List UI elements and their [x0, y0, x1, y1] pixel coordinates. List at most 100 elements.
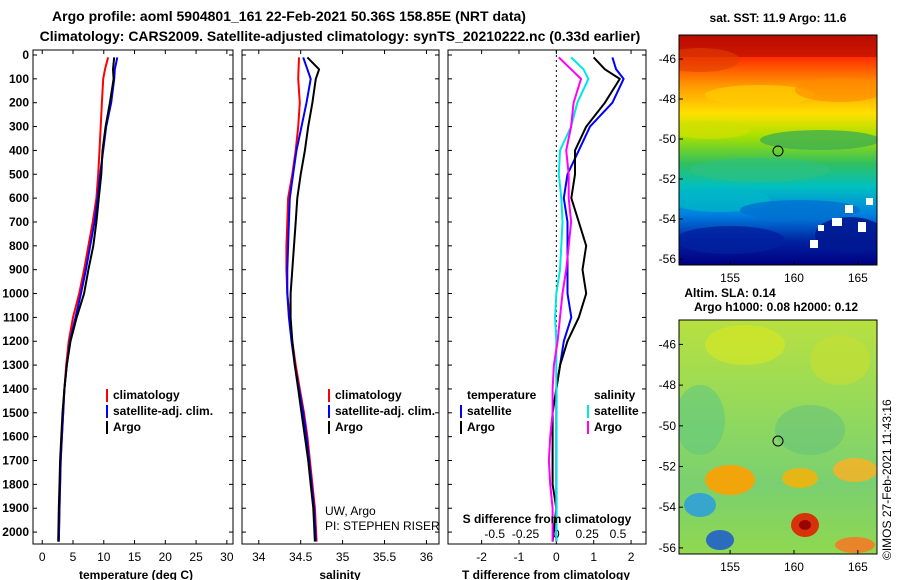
map-lat-tick-label: -50: [659, 419, 677, 433]
depth-tick-label: 1900: [2, 501, 29, 515]
series-line-salinity-argo: [547, 56, 582, 542]
temperature-panel: 0 5 10 15 20 25 30: [33, 50, 234, 564]
x-tick-label: 20: [159, 550, 173, 564]
salinity-legend: climatology satellite-adj. clim. Argo UW…: [325, 388, 440, 533]
x-tick-label: 34.5: [289, 550, 313, 564]
legend-climatology-label: climatology: [113, 388, 180, 402]
temperature-panel-frame: [32, 49, 234, 545]
series-line-satellite-adj-clim-: [286, 57, 317, 542]
sla-map-argo-marker: [772, 435, 784, 447]
series-line-temperature-argo: [551, 56, 621, 542]
s-difference-tick-label: 0.5: [610, 527, 627, 541]
x-tick-label: 1: [590, 550, 597, 564]
legend-t-satellite-label: satellite: [467, 404, 512, 418]
legend-t-argo-label: Argo: [467, 420, 495, 434]
sst-map-image: [679, 35, 877, 265]
temperature-axis-label: temperature (deg C): [79, 568, 193, 580]
sla-map-image: [679, 320, 877, 554]
depth-tick-label: 600: [9, 191, 29, 205]
map-lat-tick-label: -56: [659, 541, 677, 555]
depth-tick-label: 2000: [2, 525, 29, 539]
depth-tick-label: 200: [9, 96, 29, 110]
salinity-axis-label: salinity: [319, 568, 361, 580]
legend-s-argo-label: Argo: [594, 420, 622, 434]
depth-tick-label: 300: [9, 120, 29, 134]
temperature-legend: climatology satellite-adj. clim. Argo: [106, 388, 213, 434]
s-difference-tick-label: -0.25: [512, 527, 540, 541]
legend-satellite-label: satellite-adj. clim.: [113, 404, 213, 418]
series-line-salinity-satellite: [554, 56, 590, 542]
map-lon-tick-label: 160: [784, 560, 804, 574]
depth-axis-labels: 0 100 200 300 400 500 600 700 800 900 1000 1100 1200…: [2, 48, 29, 539]
sst-map-axis-labels: 155 160 165 -46 -48 -50 -52 -54 -56: [659, 52, 869, 285]
depth-tick-label: 1200: [2, 334, 29, 348]
x-tick-label: 36: [420, 550, 434, 564]
x-tick-label: 25: [189, 550, 203, 564]
legend-s-satellite-label: satellite: [594, 404, 639, 418]
x-tick-label: 2: [628, 550, 635, 564]
legend-satellite-label: satellite-adj. clim.: [335, 404, 435, 418]
depth-tick-label: 1800: [2, 477, 29, 491]
attribution-line2: PI: STEPHEN RISER: [325, 519, 440, 533]
s-difference-axis-label: S difference from climatology: [463, 512, 632, 526]
x-tick-label: 5: [70, 550, 77, 564]
map-lat-tick-label: -52: [659, 172, 677, 186]
map-lat-tick-label: -48: [659, 378, 677, 392]
depth-tick-label: 1600: [2, 430, 29, 444]
map-lat-tick-label: -46: [659, 337, 677, 351]
sla-map-title: Altim. SLA: 0.14: [684, 286, 776, 300]
x-tick-label: -2: [476, 550, 487, 564]
map-lat-tick-label: -56: [659, 252, 677, 266]
s-difference-tick-label: 0.25: [575, 527, 599, 541]
salinity-panel-frame: [241, 49, 440, 545]
legend-temperature-title: temperature: [467, 388, 537, 402]
x-tick-label: 15: [128, 550, 142, 564]
sla-map-frame: [678, 319, 878, 555]
imos-copyright-stamp: ©IMOS 27-Feb-2021 11:43:16: [880, 399, 894, 560]
depth-tick-label: 1400: [2, 382, 29, 396]
map-lon-tick-label: 160: [784, 271, 804, 285]
map-lon-tick-label: 165: [848, 271, 868, 285]
depth-tick-label: 700: [9, 215, 29, 229]
sst-map-title: sat. SST: 11.9 Argo: 11.6: [710, 11, 847, 25]
depth-tick-label: 1700: [2, 454, 29, 468]
map-lon-tick-label: 165: [848, 560, 868, 574]
figure-title-line1: Argo profile: aoml 5904801_161 22-Feb-20…: [52, 8, 526, 24]
depth-tick-label: 500: [9, 167, 29, 181]
map-lat-tick-label: -48: [659, 92, 677, 106]
sla-map-axis-labels: 155 160 165 -46 -48 -50 -52 -54 -56: [659, 337, 869, 574]
map-lat-tick-label: -52: [659, 460, 677, 474]
depth-tick-label: 1100: [3, 310, 29, 324]
depth-tick-label: 900: [9, 263, 29, 277]
depth-tick-label: 0: [22, 48, 29, 62]
x-tick-label: 35: [336, 550, 350, 564]
t-difference-axis-label: T difference from climatology: [462, 568, 630, 580]
difference-panel: -2 -1 0 1 2-0.5 -0.25 0 0.25 0.5: [448, 50, 646, 564]
s-difference-tick-label: -0.5: [484, 527, 505, 541]
depth-tick-label: 400: [9, 143, 29, 157]
series-line-argo: [289, 56, 321, 542]
map-lat-tick-label: -46: [659, 52, 677, 66]
attribution-line1: UW, Argo: [325, 504, 376, 518]
series-line-satellite-adj-clim-: [57, 57, 119, 542]
map-lon-tick-label: 155: [720, 560, 740, 574]
x-tick-label: -1: [514, 550, 525, 564]
x-tick-label: 10: [97, 550, 111, 564]
series-line-argo: [57, 57, 116, 542]
salinity-panel: 34 34.5 35 35.5 36: [242, 50, 439, 564]
x-tick-label: 0: [39, 550, 46, 564]
depth-tick-label: 1000: [2, 287, 29, 301]
x-tick-label: 30: [220, 550, 234, 564]
map-lat-tick-label: -50: [659, 132, 677, 146]
legend-argo-label: Argo: [335, 420, 363, 434]
depth-tick-label: 800: [9, 239, 29, 253]
legend-salinity-title: salinity: [594, 388, 636, 402]
x-tick-label: 35.5: [373, 550, 397, 564]
map-lat-tick-label: -54: [659, 500, 677, 514]
series-line-climatology: [57, 57, 110, 542]
sst-map-argo-marker: [772, 145, 784, 157]
difference-legend: temperature satellite Argo salinity sate…: [460, 388, 639, 434]
sst-map-frame: [678, 34, 878, 266]
x-tick-label: 34: [252, 550, 266, 564]
